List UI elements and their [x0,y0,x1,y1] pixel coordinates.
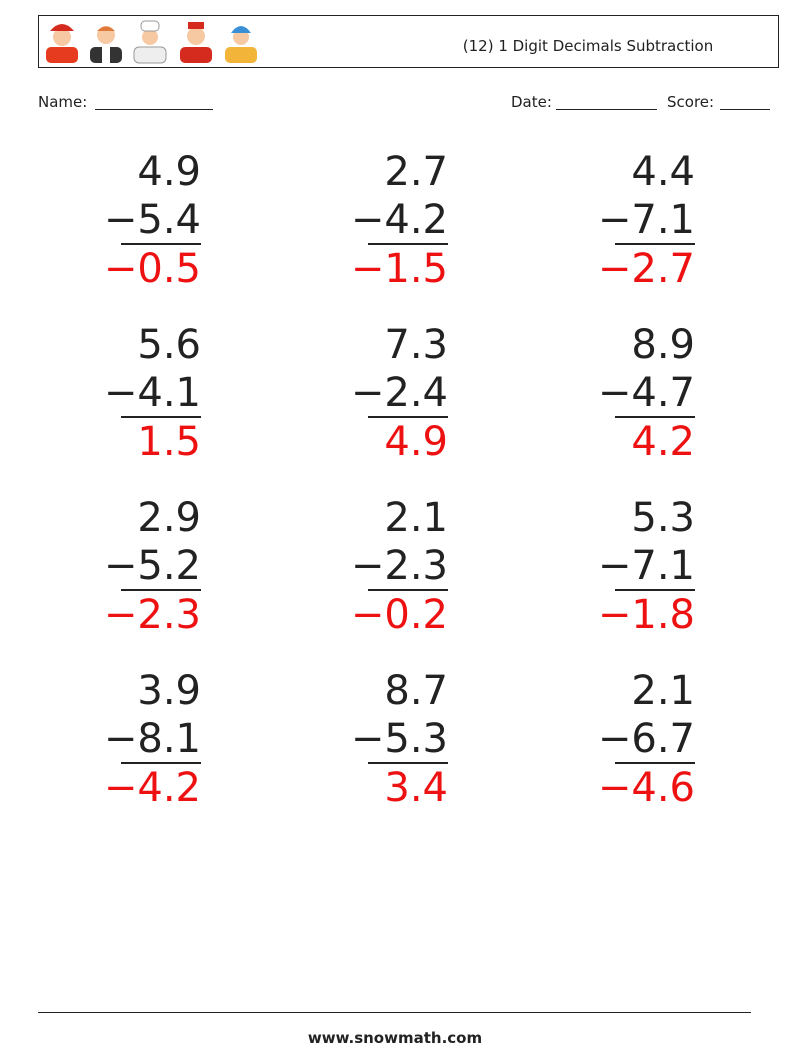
top-number: 5.6 [137,322,201,368]
bottom-number: −7.1 [597,197,695,243]
bottom-number: −7.1 [597,543,695,589]
name-label: Name: [38,93,88,111]
answer-rule [121,416,201,418]
answer-rule [121,762,201,764]
answer-rule [121,243,201,245]
answer: −0.2 [350,592,448,638]
top-number: 4.9 [137,149,201,195]
icon-firefighter [46,24,78,63]
answer: −2.3 [103,592,201,638]
top-number: 2.1 [631,668,695,714]
icon-chef [133,20,167,64]
name-line [95,109,213,110]
answer-rule [368,243,448,245]
answer-rule [615,762,695,764]
bottom-number: −4.2 [350,197,448,243]
header-icons [46,20,257,64]
header-box [38,15,779,68]
answer: 1.5 [137,419,201,465]
icon-waiter [90,26,122,63]
top-number: 4.4 [631,149,695,195]
top-number: 8.9 [631,322,695,368]
top-number: 2.9 [137,495,201,541]
bottom-number: −6.7 [597,716,695,762]
answer-rule [615,243,695,245]
answer: −2.7 [597,246,695,292]
top-number: 5.3 [631,495,695,541]
answer: −4.6 [597,765,695,811]
bottom-number: −5.3 [350,716,448,762]
answer: 4.9 [384,419,448,465]
answer: −1.5 [350,246,448,292]
icon-bellhop [180,22,212,63]
bottom-number: −2.3 [350,543,448,589]
bottom-number: −5.4 [103,197,201,243]
bottom-number: −2.4 [350,370,448,416]
bottom-number: −4.1 [103,370,201,416]
score-line [720,109,770,110]
top-number: 8.7 [384,668,448,714]
score-label: Score: [667,93,715,111]
date-line [556,109,657,110]
top-number: 2.7 [384,149,448,195]
answer-rule [615,589,695,591]
answer: −1.8 [597,592,695,638]
footer-line [38,1012,751,1013]
answer: 3.4 [384,765,448,811]
answer: 4.2 [631,419,695,465]
top-number: 7.3 [384,322,448,368]
bottom-number: −8.1 [103,716,201,762]
answer-rule [615,416,695,418]
answer: −4.2 [103,765,201,811]
header-title: (12) 1 Digit Decimals Subtraction [462,37,714,55]
top-number: 3.9 [137,668,201,714]
answer-rule [368,762,448,764]
bottom-number: −5.2 [103,543,201,589]
answer: −0.5 [103,246,201,292]
top-number: 2.1 [384,495,448,541]
bottom-number: −4.7 [597,370,695,416]
answer-rule [368,416,448,418]
icon-worker [225,26,257,63]
date-label: Date: [511,93,552,111]
answer-rule [368,589,448,591]
answer-rule [121,589,201,591]
footer-site: www.snowmath.com [307,1029,483,1047]
